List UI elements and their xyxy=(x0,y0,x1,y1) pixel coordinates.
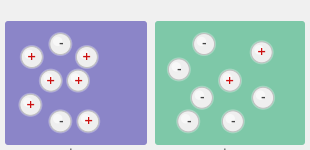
FancyBboxPatch shape xyxy=(5,21,147,145)
Text: +: + xyxy=(257,47,266,57)
Circle shape xyxy=(250,40,274,64)
Text: -: - xyxy=(200,93,204,103)
Circle shape xyxy=(193,34,215,55)
Circle shape xyxy=(251,42,272,63)
Text: +: + xyxy=(82,52,91,62)
Circle shape xyxy=(219,70,241,91)
Circle shape xyxy=(254,45,264,54)
Text: -: - xyxy=(231,116,235,126)
Circle shape xyxy=(18,93,42,117)
Circle shape xyxy=(48,32,72,56)
Circle shape xyxy=(48,109,72,133)
Text: +: + xyxy=(84,116,93,126)
Circle shape xyxy=(43,73,53,83)
Circle shape xyxy=(53,37,62,46)
Circle shape xyxy=(66,69,90,93)
Circle shape xyxy=(181,114,190,123)
Circle shape xyxy=(191,87,212,108)
Text: n-type: n-type xyxy=(213,148,247,150)
Text: -: - xyxy=(58,39,63,49)
Circle shape xyxy=(253,87,274,108)
Circle shape xyxy=(24,50,34,59)
Circle shape xyxy=(81,114,90,123)
Circle shape xyxy=(167,57,191,81)
Circle shape xyxy=(50,111,71,132)
Text: -: - xyxy=(261,93,265,103)
Circle shape xyxy=(39,69,63,93)
Circle shape xyxy=(76,109,100,133)
Circle shape xyxy=(71,73,80,83)
Circle shape xyxy=(80,50,89,59)
Circle shape xyxy=(23,98,33,107)
Circle shape xyxy=(171,62,181,72)
Circle shape xyxy=(192,32,216,56)
Circle shape xyxy=(40,70,61,91)
Circle shape xyxy=(20,45,44,69)
Circle shape xyxy=(75,45,99,69)
Text: -: - xyxy=(202,39,206,49)
Circle shape xyxy=(222,111,243,132)
Circle shape xyxy=(221,109,245,133)
Circle shape xyxy=(21,46,42,68)
Circle shape xyxy=(168,59,189,80)
Circle shape xyxy=(251,86,275,110)
Text: +: + xyxy=(225,76,235,86)
Circle shape xyxy=(50,34,71,55)
Text: +: + xyxy=(46,76,55,86)
Text: +: + xyxy=(27,52,37,62)
Circle shape xyxy=(223,73,232,83)
Circle shape xyxy=(178,111,199,132)
Text: -: - xyxy=(186,116,191,126)
Text: +: + xyxy=(26,100,35,110)
Circle shape xyxy=(20,94,41,115)
Circle shape xyxy=(53,114,62,123)
Circle shape xyxy=(76,46,97,68)
Circle shape xyxy=(195,90,204,100)
Circle shape xyxy=(218,69,242,93)
Text: p-type: p-type xyxy=(59,148,93,150)
Text: +: + xyxy=(73,76,83,86)
Circle shape xyxy=(78,111,99,132)
Circle shape xyxy=(68,70,89,91)
Text: -: - xyxy=(58,116,63,126)
Circle shape xyxy=(190,86,214,110)
Circle shape xyxy=(176,109,200,133)
FancyBboxPatch shape xyxy=(155,21,305,145)
Circle shape xyxy=(197,37,206,46)
Text: -: - xyxy=(177,64,181,74)
Circle shape xyxy=(226,114,235,123)
Circle shape xyxy=(256,90,265,100)
